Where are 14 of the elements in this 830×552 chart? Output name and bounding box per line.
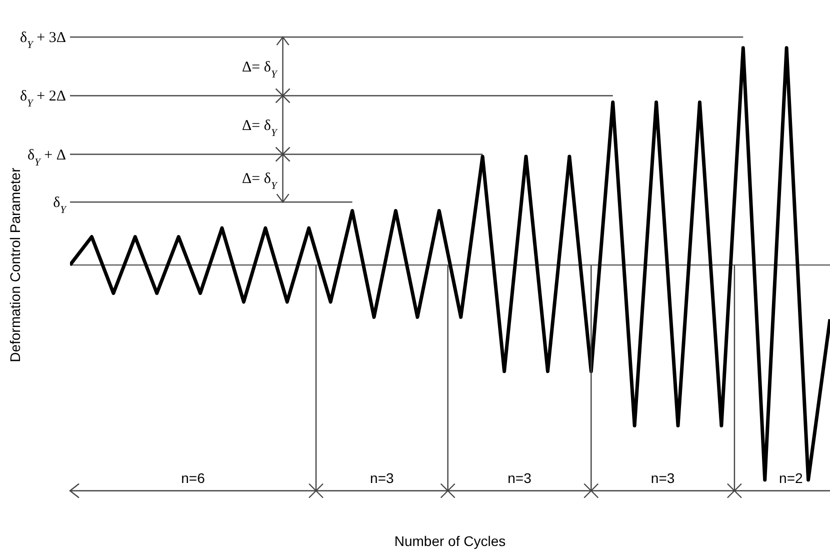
ref-line-label: δ$_{Y}$	[53, 195, 68, 216]
x-axis-title: Number of Cycles	[394, 533, 506, 549]
annotation: n=3	[650, 470, 675, 486]
annotation: Δ= δ$_{Y}$	[242, 59, 278, 80]
annotation: n=3	[508, 470, 532, 486]
annotation: n=6	[181, 470, 206, 486]
annotation: n=2	[779, 470, 803, 486]
annotation: Δ= δ$_{Y}$	[242, 118, 278, 138]
ref-line-label: δ$_{Y}$ + Δ	[27, 147, 66, 168]
annotation: n=3	[370, 470, 394, 486]
ref-line-label: δ$_{Y}$ + 2Δ	[20, 88, 66, 110]
ref-line-label: δ$_{Y}$ + 3Δ	[20, 30, 66, 51]
annotation: Δ= δ$_{Y}$	[242, 171, 278, 192]
y-axis-title: Deformation Control Parameter	[7, 167, 23, 362]
